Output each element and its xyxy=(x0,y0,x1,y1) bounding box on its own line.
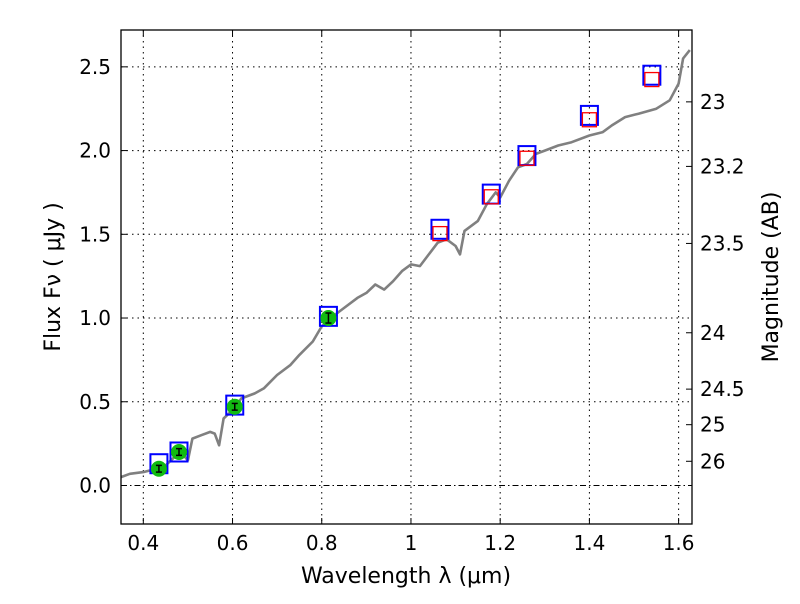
y-tick-label: 1.0 xyxy=(79,306,111,330)
spectrum-line xyxy=(120,49,691,479)
right-tick-label: 25 xyxy=(700,413,725,437)
x-tick-label: 1.2 xyxy=(484,531,516,555)
y-tick-label: 2.5 xyxy=(79,55,111,79)
model-point xyxy=(579,104,599,126)
model-point xyxy=(430,218,450,240)
y-tick-label: 1.5 xyxy=(79,222,111,246)
ticks: 0.4 0.6 0.8 1 1.2 1.4 1.6 0.0 0.5 1.0 1.5 2.0 2.5 23 2… xyxy=(79,30,745,555)
x-tick-label: 1 xyxy=(405,531,418,555)
right-tick-label: 23 xyxy=(700,90,725,114)
y-axis-label: Flux Fν ( μJy ) xyxy=(41,202,66,351)
model-point xyxy=(169,441,189,463)
model-point xyxy=(642,64,662,86)
x-axis-label: Wavelength λ (μm) xyxy=(301,564,511,589)
x-tick-label: 0.8 xyxy=(306,531,338,555)
x-tick-label: 1.4 xyxy=(573,531,605,555)
grid xyxy=(121,30,692,524)
observed-ir-point xyxy=(581,112,598,128)
x-tick-label: 0.6 xyxy=(217,531,249,555)
x-tick-label: 0.4 xyxy=(127,531,159,555)
right-tick-label: 26 xyxy=(700,449,725,473)
x-tick-label: 1.6 xyxy=(663,531,695,555)
observed-ir-point xyxy=(644,71,660,88)
y-tick-label: 2.0 xyxy=(79,139,111,163)
plot-area xyxy=(120,49,691,479)
axes-frame xyxy=(120,29,693,525)
observed-ir-point xyxy=(432,225,448,242)
right-tick-label: 23.2 xyxy=(700,154,745,178)
right-tick-label: 23.5 xyxy=(700,231,745,255)
right-tick-label: 24 xyxy=(700,321,725,345)
y-axis-right-label: Magnitude (AB) xyxy=(759,192,784,363)
y-tick-label: 0.0 xyxy=(79,473,111,497)
right-tick-label: 24.5 xyxy=(700,377,745,401)
y-tick-label: 0.5 xyxy=(79,390,111,414)
observed-ir-point xyxy=(483,189,499,205)
observed-ir-point xyxy=(519,150,535,166)
